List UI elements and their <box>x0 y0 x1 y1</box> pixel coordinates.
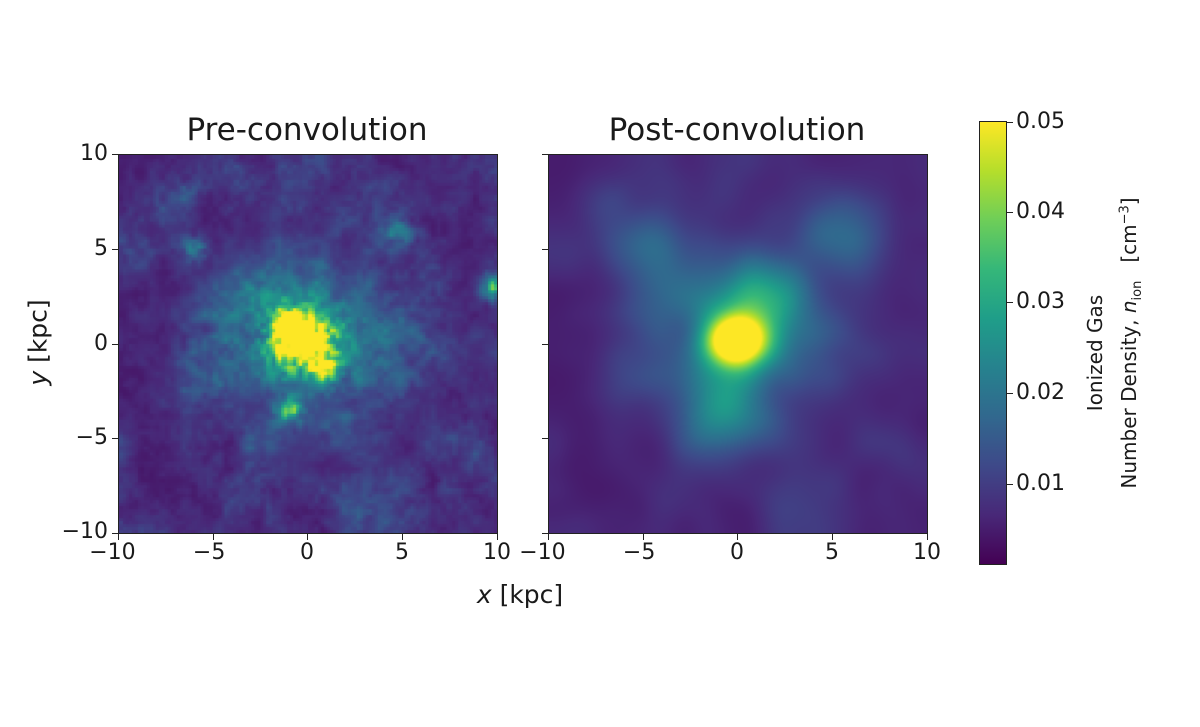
panel-title-post: Post-convolution <box>608 112 866 148</box>
x-tick-label: 5 <box>825 540 839 565</box>
panel-title-pre: Pre-convolution <box>186 112 428 148</box>
colorbar-tick-label: 0.01 <box>1016 471 1065 496</box>
colorbar-label-prefix: Number Density, <box>1117 313 1142 489</box>
x-axis-var: x <box>476 580 492 609</box>
colorbar <box>979 121 1007 565</box>
x-tick-label: 0 <box>300 540 314 565</box>
x-tick-label: −5 <box>192 540 226 565</box>
x-axis-unit: [kpc] <box>491 580 564 609</box>
y-tick-label: 10 <box>80 141 108 166</box>
x-tick-mark <box>548 534 549 540</box>
x-tick-label: −10 <box>89 540 136 565</box>
colorbar-unit-close: ] <box>1117 197 1142 206</box>
y-tick-label: −5 <box>75 425 108 450</box>
colorbar-tick-label: 0.05 <box>1016 109 1065 134</box>
y-tick-label: −10 <box>61 519 108 544</box>
x-tick-label: −5 <box>622 540 656 565</box>
pre-convolution-heatmap <box>118 154 498 534</box>
post-convolution-image <box>549 155 927 533</box>
colorbar-unit-sup: −3 <box>1117 205 1133 225</box>
y-tick-mark <box>542 344 548 345</box>
colorbar-tick-mark <box>1007 393 1013 394</box>
x-tick-mark <box>832 534 833 540</box>
x-tick-label: −10 <box>519 540 566 565</box>
colorbar-label-line1: Ionized Gas <box>1083 294 1107 412</box>
y-tick-mark <box>542 533 548 534</box>
colorbar-label-symbol: n <box>1117 300 1142 314</box>
y-tick-label: 0 <box>94 331 108 356</box>
colorbar-tick-mark <box>1007 302 1013 303</box>
x-tick-mark <box>213 534 214 540</box>
colorbar-tick-mark <box>1007 484 1013 485</box>
y-tick-mark <box>542 438 548 439</box>
x-tick-mark <box>643 534 644 540</box>
colorbar-label-line2: Number Density, nion [cm−3] <box>1113 151 1145 536</box>
y-tick-label: 5 <box>94 236 108 261</box>
y-tick-mark <box>112 154 118 155</box>
x-tick-label: 0 <box>730 540 744 565</box>
x-tick-mark <box>118 534 119 540</box>
y-axis-unit: [kpc] <box>23 299 53 371</box>
x-tick-mark <box>402 534 403 540</box>
y-tick-mark <box>112 344 118 345</box>
y-tick-mark <box>542 249 548 250</box>
y-tick-mark <box>542 154 548 155</box>
colorbar-tick-mark <box>1007 212 1013 213</box>
colorbar-tick-label: 0.03 <box>1016 289 1065 314</box>
y-tick-mark <box>112 438 118 439</box>
post-convolution-heatmap <box>548 154 928 534</box>
x-tick-mark <box>737 534 738 540</box>
y-axis-var: y <box>23 370 53 386</box>
x-tick-label: 10 <box>913 540 941 565</box>
pre-convolution-image <box>119 155 497 533</box>
x-axis-label: x [kpc] <box>477 580 563 609</box>
x-tick-mark <box>307 534 308 540</box>
colorbar-tick-label: 0.04 <box>1016 199 1065 224</box>
x-tick-mark <box>497 534 498 540</box>
x-tick-label: 10 <box>483 540 511 565</box>
colorbar-tick-label: 0.02 <box>1016 380 1065 405</box>
colorbar-tick-mark <box>1007 122 1013 123</box>
colorbar-label-subscript: ion <box>1130 280 1146 301</box>
y-tick-mark <box>112 533 118 534</box>
x-tick-mark <box>927 534 928 540</box>
colorbar-unit-open: [cm <box>1117 224 1142 263</box>
y-axis-label: y [kpc] <box>24 288 53 398</box>
y-tick-mark <box>112 249 118 250</box>
x-tick-label: 5 <box>395 540 409 565</box>
